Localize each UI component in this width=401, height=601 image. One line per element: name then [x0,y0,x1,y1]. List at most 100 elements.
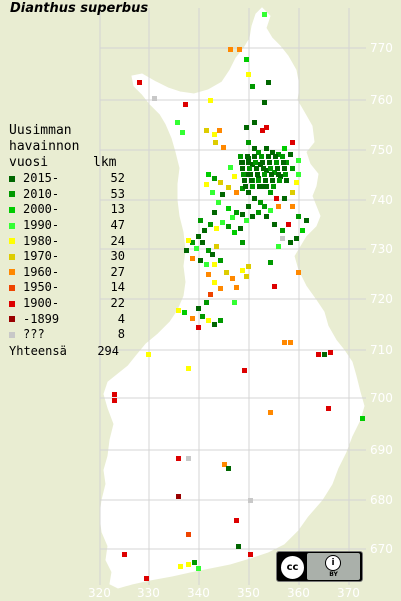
legend-item: 2015- 52 [9,171,129,187]
observation-square [264,184,269,189]
observation-square [259,154,264,159]
observation-square [250,184,255,189]
observation-square [210,252,215,257]
easting-label: 340 [187,586,210,600]
legend-swatch [9,206,15,213]
species-title: Dianthus superbus [10,1,149,16]
observation-square [192,560,197,565]
legend-item: 2000- 13 [9,202,129,218]
observation-square [240,212,245,217]
observation-square [268,166,273,171]
cc-by-license-badge[interactable]: cc i BY [276,551,363,582]
legend-item-count: 52 [110,171,125,186]
easting-label: 360 [287,586,310,600]
legend-item-count: 53 [110,186,125,201]
northing-label: 690 [370,443,393,457]
observation-square [230,276,235,281]
observation-square [252,146,257,151]
observation-square [262,172,267,177]
observation-square [224,270,229,275]
legend-item-label: -1899 [23,311,60,326]
legend-item-count: 27 [110,264,125,279]
observation-square [112,398,117,403]
legend-item-label: ??? [23,327,45,342]
legend-item-label: 2000- [23,202,60,217]
observation-square [252,196,257,201]
observation-square [253,160,258,165]
legend-swatch [9,331,15,338]
legend-item: ??? 8 [9,327,129,343]
legend-item-label: 1950- [23,280,60,295]
observation-square [263,178,268,183]
legend-heading-line-2: havainnon [9,139,80,154]
observation-square [196,306,201,311]
observation-square [262,12,267,17]
observation-square [282,166,287,171]
observation-square [208,222,213,227]
legend-item: 2010- 53 [9,187,129,203]
legend-swatch [9,269,15,276]
observation-square [212,262,217,267]
observation-square [182,310,187,315]
observation-square [275,166,280,171]
legend-swatch [9,238,15,245]
observation-square [280,228,285,233]
observation-square [232,230,237,235]
observation-square [214,244,219,249]
observation-square [246,190,251,195]
observation-square [218,318,223,323]
observation-square [316,352,321,357]
observation-square [257,184,262,189]
by-label: BY [329,571,338,578]
observation-square [244,218,249,223]
observation-square [326,406,331,411]
northing-label: 730 [370,242,393,256]
observation-square [212,210,217,215]
observation-square [217,128,222,133]
easting-label: 330 [137,586,160,600]
legend-item-label: 1970- [23,249,60,264]
observation-square [210,190,215,195]
legend-item-count: 8 [117,327,125,342]
observation-square [208,292,213,297]
observation-square [270,150,275,155]
axis-labels: 770 760 750 740 730 720 710 700 690 680 670 320 330 3… [88,41,393,600]
observation-square [252,120,257,125]
observation-square [249,178,254,183]
observation-square [198,258,203,263]
legend-item: 1900- 22 [9,296,129,312]
finland-outline [99,7,365,589]
observation-square [221,145,226,150]
northing-label: 700 [370,391,393,405]
observation-square [234,210,239,215]
observation-square [273,154,278,159]
observation-square [213,140,218,145]
observation-square [152,96,157,101]
observation-square [290,140,295,145]
observation-square [176,456,181,461]
observation-square [288,340,293,345]
observation-square [144,576,149,581]
observation-square [237,47,242,52]
legend-item-count: 4 [117,311,125,326]
observation-square [212,132,217,137]
legend-column-header: vuosi lkm [9,155,129,171]
legend-item-label: 1990- [23,218,60,233]
observation-square [238,154,243,159]
observation-square [260,160,265,165]
observation-square [228,47,233,52]
observation-square [241,172,246,177]
legend-item: 1970- 30 [9,249,129,265]
legend-count-header: lkm [93,155,117,170]
observation-square [206,318,211,323]
observation-square [122,552,127,557]
observation-square [250,162,255,167]
observation-square [218,286,223,291]
legend-item: 1990- 47 [9,218,129,234]
legend-item: 1980- 24 [9,233,129,249]
observation-square [198,218,203,223]
legend-swatch [9,191,15,198]
legend-total-row: Yhteensä 294 [9,344,129,359]
observation-square [244,125,249,130]
observation-square [248,172,253,177]
